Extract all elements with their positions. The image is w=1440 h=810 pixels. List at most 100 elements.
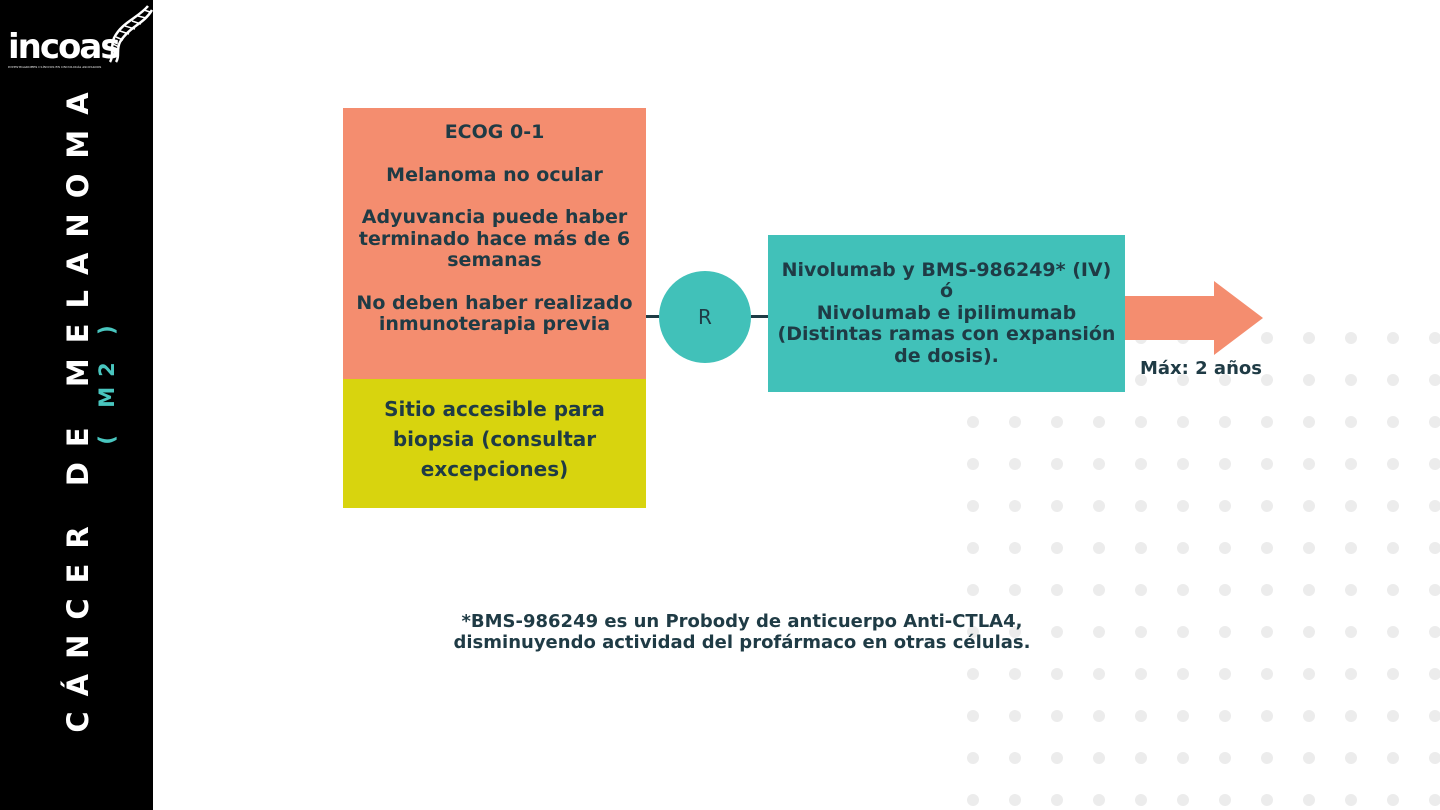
grid-dot <box>1387 332 1399 344</box>
grid-dot <box>1261 500 1273 512</box>
criterion-no-immunotherapy: No deben haber realizado inmunoterapia p… <box>356 291 633 335</box>
grid-dot <box>1345 794 1357 806</box>
grid-dot <box>1261 794 1273 806</box>
grid-dot <box>1093 584 1105 596</box>
grid-dot <box>1429 500 1440 512</box>
grid-dot <box>1051 416 1063 428</box>
treatment-box: Nivolumab y BMS-986249* (IV) ó Nivolumab… <box>768 235 1125 392</box>
connector-line-left <box>646 315 659 318</box>
grid-dot <box>1051 794 1063 806</box>
grid-dot <box>1345 374 1357 386</box>
grid-dot <box>1219 458 1231 470</box>
grid-dot <box>1051 668 1063 680</box>
grid-dot <box>1303 584 1315 596</box>
grid-dot <box>1261 710 1273 722</box>
grid-dot <box>1345 752 1357 764</box>
grid-dot <box>1051 542 1063 554</box>
grid-dot <box>1177 794 1189 806</box>
grid-dot <box>1261 668 1273 680</box>
logo-wordmark: incoas <box>8 27 121 67</box>
grid-dot <box>1387 584 1399 596</box>
criterion-adjuvant: Adyuvancia puede haber terminado hace má… <box>358 206 631 271</box>
grid-dot <box>1345 542 1357 554</box>
grid-dot <box>967 668 979 680</box>
grid-dot <box>1009 416 1021 428</box>
grid-dot <box>1219 752 1231 764</box>
grid-dot <box>1345 332 1357 344</box>
grid-dot <box>1429 626 1440 638</box>
grid-dot <box>1387 458 1399 470</box>
grid-dot <box>1051 710 1063 722</box>
grid-dot <box>1135 794 1147 806</box>
grid-dot <box>967 542 979 554</box>
grid-dot <box>1009 584 1021 596</box>
grid-dot <box>1093 500 1105 512</box>
grid-dot <box>1219 374 1231 386</box>
grid-dot <box>967 626 979 638</box>
duration-arrow-icon <box>1125 281 1263 355</box>
grid-dot <box>1009 752 1021 764</box>
grid-dot <box>1093 416 1105 428</box>
grid-dot <box>1387 500 1399 512</box>
grid-dot <box>1303 458 1315 470</box>
grid-dot <box>1177 542 1189 554</box>
max-duration-label: Máx: 2 años <box>1140 358 1262 379</box>
grid-dot <box>1009 626 1021 638</box>
grid-dot <box>1303 332 1315 344</box>
grid-dot <box>1135 542 1147 554</box>
footnote: *BMS-986249 es un Probody de anticuerpo … <box>442 611 1042 653</box>
grid-dot <box>967 584 979 596</box>
grid-dot <box>1429 710 1440 722</box>
grid-dot <box>1051 626 1063 638</box>
grid-dot <box>1093 710 1105 722</box>
grid-dot <box>1303 794 1315 806</box>
grid-dot <box>1135 668 1147 680</box>
grid-dot <box>1387 752 1399 764</box>
grid-dot <box>1303 416 1315 428</box>
grid-dot <box>1303 626 1315 638</box>
grid-dot <box>1387 416 1399 428</box>
grid-dot <box>1093 668 1105 680</box>
grid-dot <box>1219 584 1231 596</box>
grid-dot <box>967 458 979 470</box>
dna-helix-icon <box>108 5 154 63</box>
grid-dot <box>967 710 979 722</box>
grid-dot <box>1219 794 1231 806</box>
grid-dot <box>1345 626 1357 638</box>
grid-dot <box>1177 752 1189 764</box>
grid-dot <box>1009 458 1021 470</box>
grid-dot <box>1261 542 1273 554</box>
grid-dot <box>1093 458 1105 470</box>
logo-tagline: INVESTIGADORES CLÍNICOS EN ONCOLOGÍA ASO… <box>8 65 102 69</box>
grid-dot <box>1303 500 1315 512</box>
grid-dot <box>1429 332 1440 344</box>
grid-dot <box>1387 626 1399 638</box>
grid-dot <box>1135 416 1147 428</box>
grid-dot <box>1345 668 1357 680</box>
grid-dot <box>1261 626 1273 638</box>
grid-dot <box>1219 542 1231 554</box>
grid-dot <box>1261 332 1273 344</box>
sidebar-subtitle: ( M2 ) <box>95 315 119 445</box>
grid-dot <box>1177 584 1189 596</box>
treatment-note: (Distintas ramas con expansión de dosis)… <box>777 323 1116 367</box>
grid-dot <box>1345 710 1357 722</box>
grid-dot <box>1051 584 1063 596</box>
grid-dot <box>1051 500 1063 512</box>
grid-dot <box>1009 500 1021 512</box>
grid-dot <box>1261 374 1273 386</box>
grid-dot <box>967 794 979 806</box>
sidebar-title: CÁNCER DE MELANOMA <box>61 77 95 733</box>
grid-dot <box>1219 416 1231 428</box>
sidebar: incoas INVESTIGADORES CLÍNICOS EN ONCOLO… <box>0 0 154 810</box>
grid-dot <box>1135 626 1147 638</box>
grid-dot <box>1219 626 1231 638</box>
grid-dot <box>1261 458 1273 470</box>
grid-dot <box>1429 668 1440 680</box>
grid-dot <box>1345 584 1357 596</box>
grid-dot <box>1093 752 1105 764</box>
grid-dot <box>1303 374 1315 386</box>
criterion-ecog: ECOG 0-1 <box>444 121 545 143</box>
grid-dot <box>1429 458 1440 470</box>
grid-dot <box>1219 710 1231 722</box>
